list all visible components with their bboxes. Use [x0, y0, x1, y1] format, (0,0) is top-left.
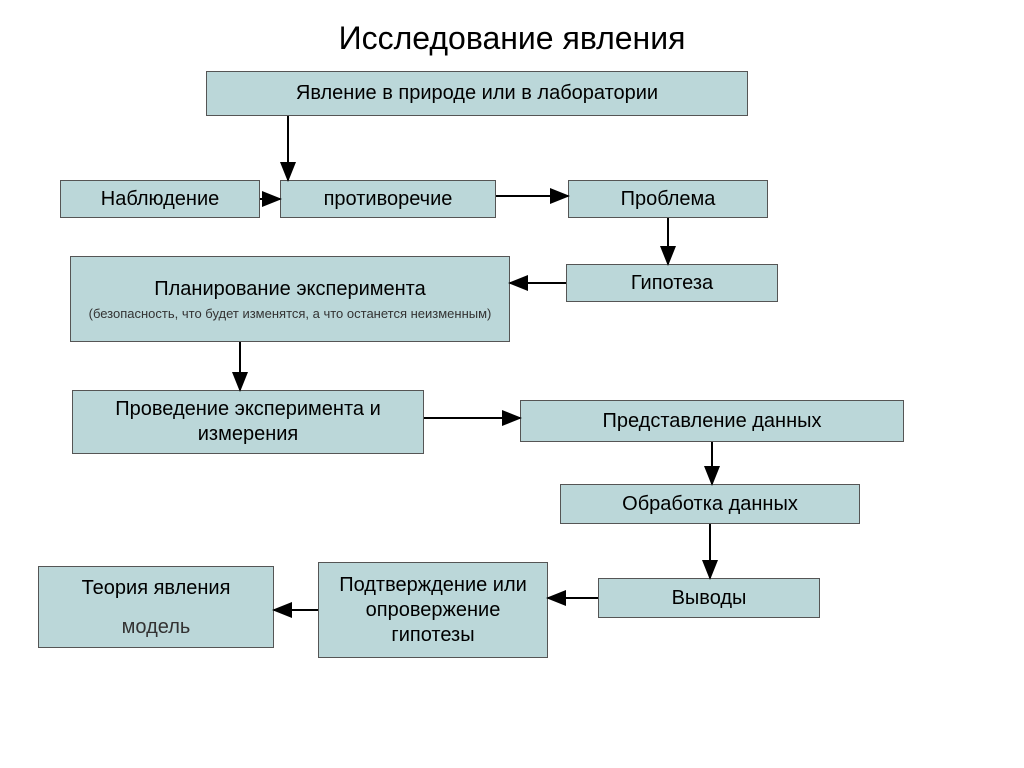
node-sublabel: (безопасность, что будет изменятся, а чт… [89, 306, 492, 322]
node-label: Явление в природе или в лаборатории [296, 81, 658, 106]
node-label: Наблюдение [101, 187, 220, 212]
node-contradiction: противоречие [280, 180, 496, 218]
node-problem: Проблема [568, 180, 768, 218]
node-label: Планирование эксперимента [154, 277, 425, 302]
node-phenomenon: Явление в природе или в лаборатории [206, 71, 748, 116]
node-observation: Наблюдение [60, 180, 260, 218]
node-processing: Обработка данных [560, 484, 860, 524]
node-label: Проведение эксперимента и измерения [81, 397, 415, 447]
node-label: Выводы [672, 586, 747, 611]
node-label: Подтверждение или опровержение гипотезы [327, 573, 539, 648]
node-label: противоречие [324, 187, 453, 212]
node-confirmation: Подтверждение или опровержение гипотезы [318, 562, 548, 658]
node-label: Теория явления [82, 576, 231, 601]
node-presentation: Представление данных [520, 400, 904, 442]
node-label: Представление данных [602, 409, 821, 434]
node-experiment: Проведение эксперимента и измерения [72, 390, 424, 454]
node-label: Проблема [621, 187, 716, 212]
node-conclusions: Выводы [598, 578, 820, 618]
node-label: Гипотеза [631, 271, 713, 296]
node-planning: Планирование эксперимента (безопасность, … [70, 256, 510, 342]
node-hypothesis: Гипотеза [566, 264, 778, 302]
node-sublabel: модель [122, 615, 191, 639]
node-theory: Теория явления модель [38, 566, 274, 648]
diagram-title: Исследование явления [0, 20, 1024, 57]
node-label: Обработка данных [622, 492, 798, 517]
